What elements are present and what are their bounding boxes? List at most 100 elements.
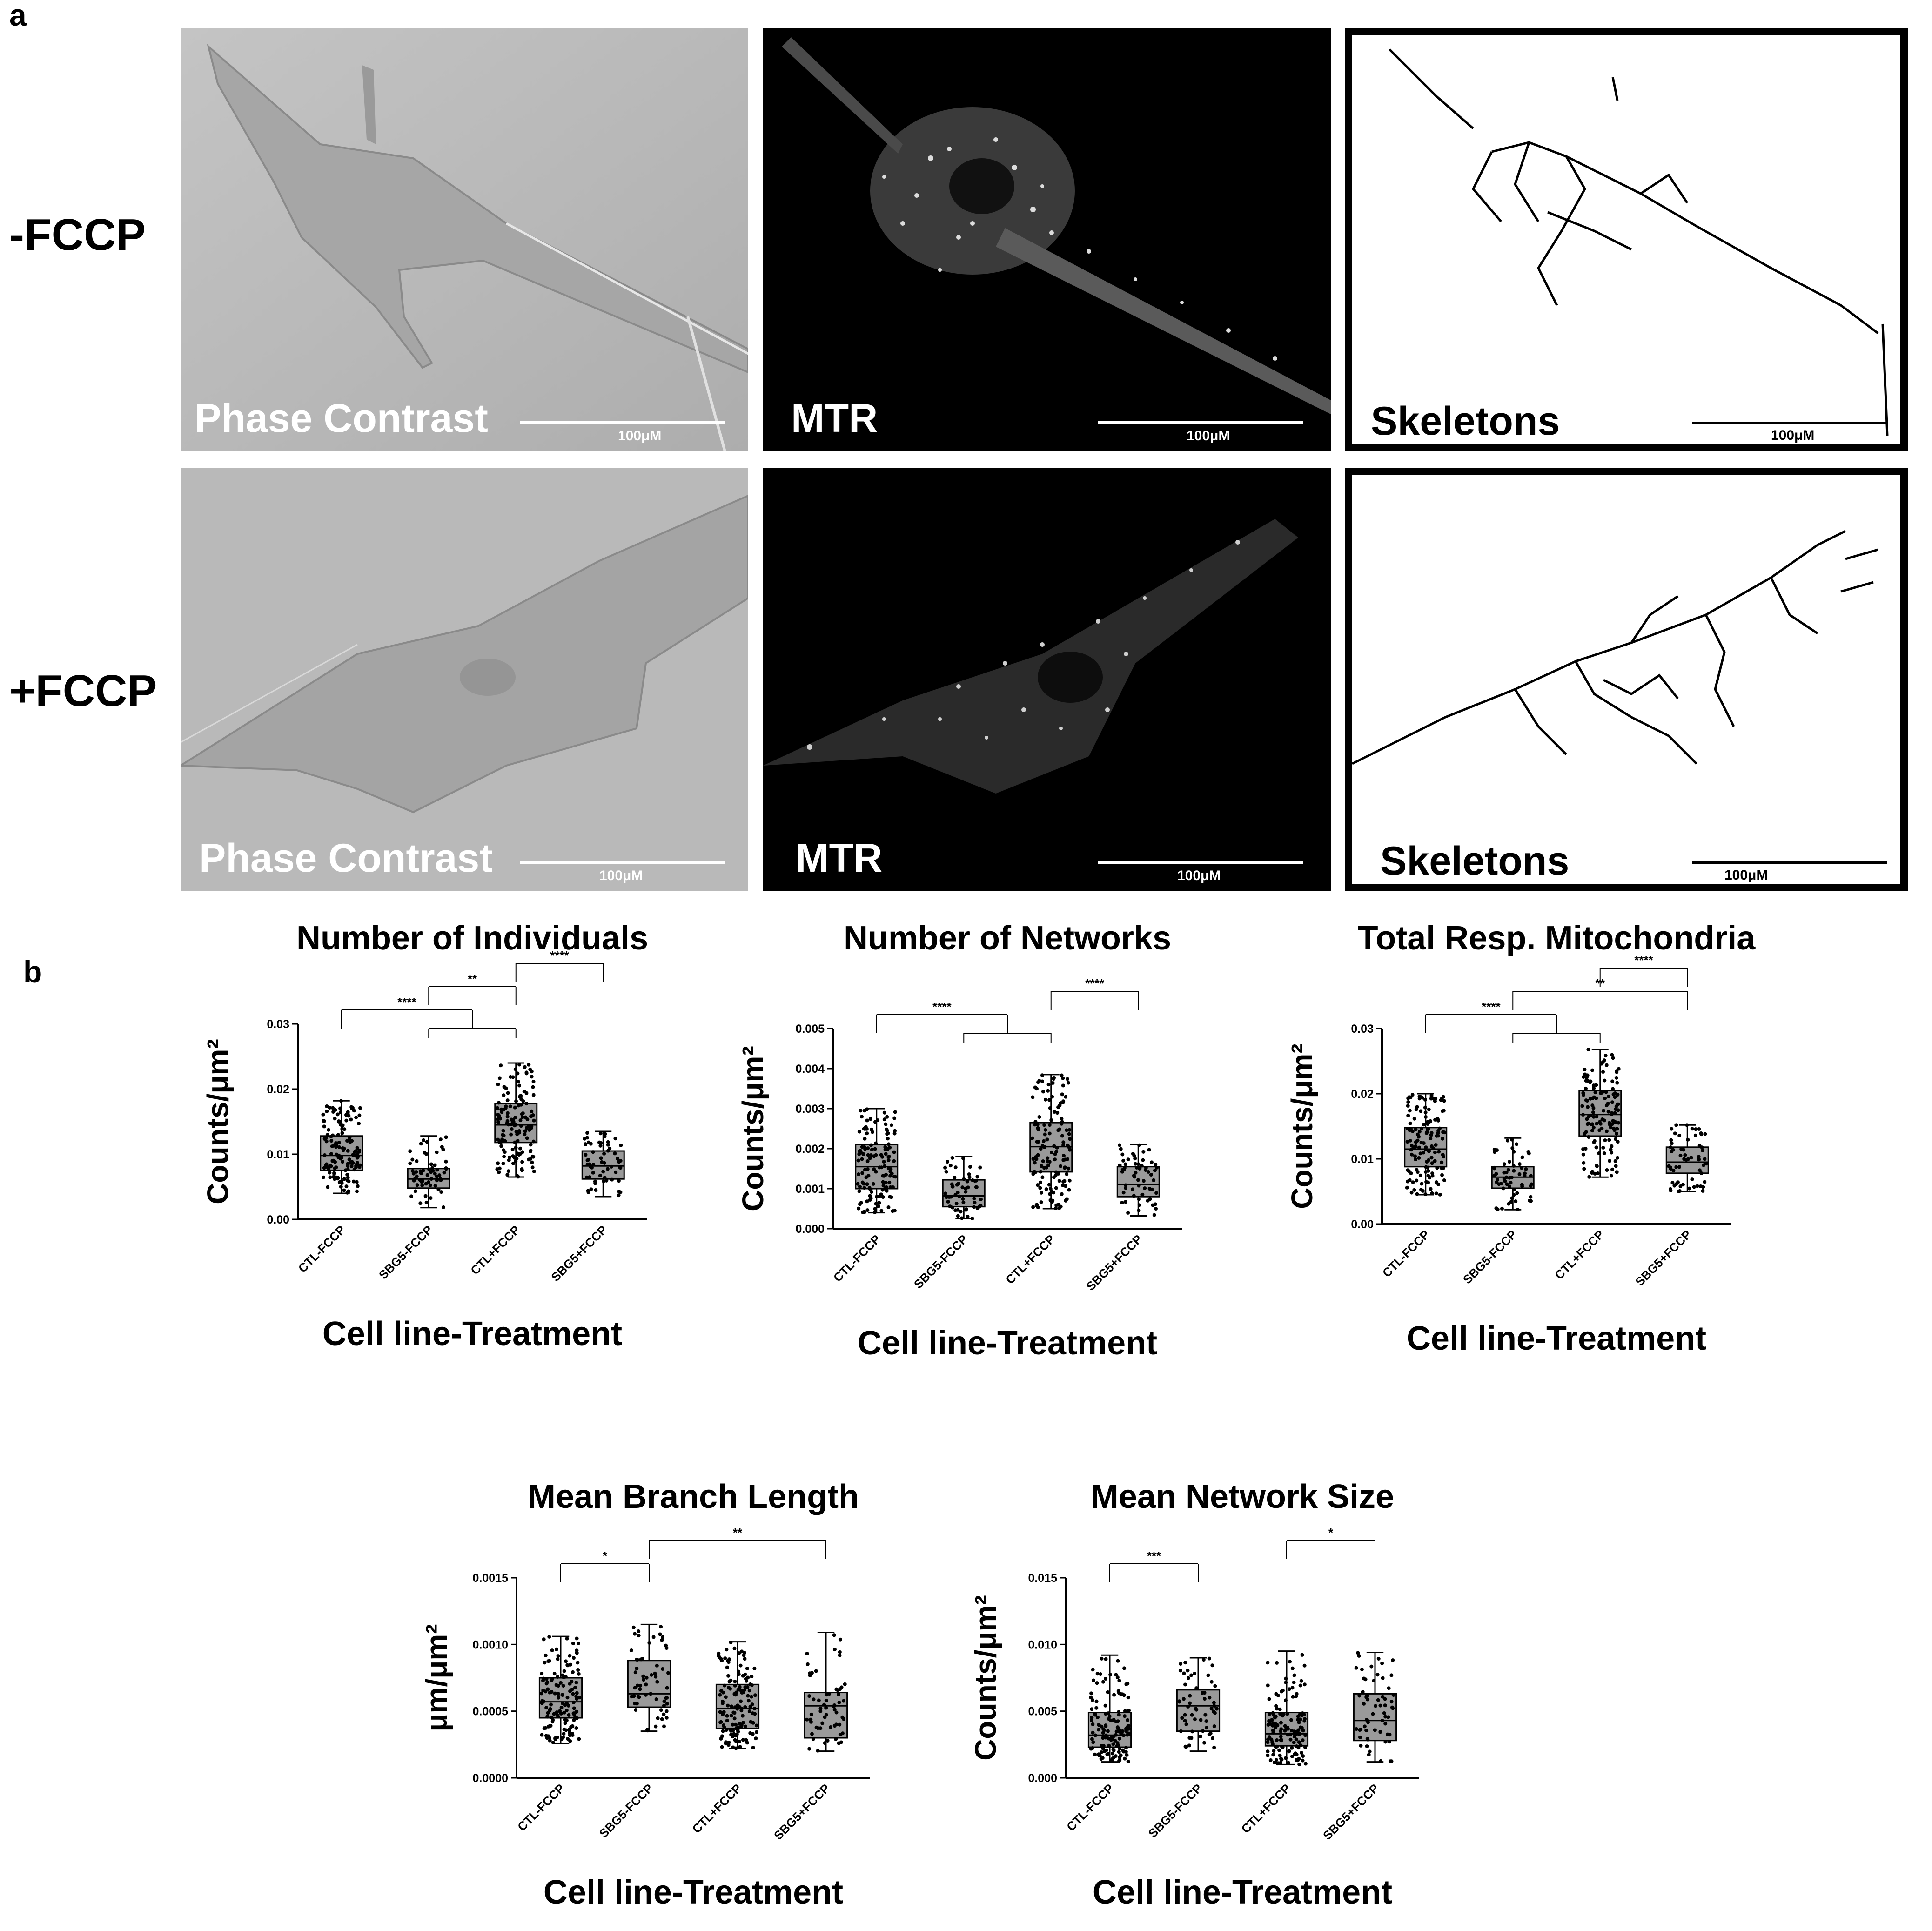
data-point — [618, 1165, 622, 1170]
data-point — [1583, 1072, 1587, 1077]
data-point — [971, 1178, 975, 1182]
data-point — [825, 1738, 830, 1743]
data-point — [1426, 1122, 1430, 1126]
data-point — [1198, 1734, 1202, 1738]
data-point — [338, 1120, 342, 1124]
data-point — [959, 1210, 963, 1214]
data-point — [1093, 1713, 1097, 1717]
data-point — [664, 1696, 668, 1700]
data-point — [967, 1172, 971, 1177]
data-point — [554, 1647, 558, 1651]
data-point — [501, 1161, 505, 1165]
data-point — [345, 1139, 349, 1143]
data-point — [1499, 1182, 1503, 1186]
data-point — [1065, 1077, 1069, 1081]
row-label-minus-fccp: -FCCP — [9, 210, 146, 260]
data-point — [1610, 1144, 1614, 1148]
data-point — [530, 1070, 534, 1074]
x-tick-label: SBG5+FCCP — [771, 1781, 832, 1843]
data-point — [736, 1703, 740, 1708]
data-point — [1126, 1682, 1130, 1686]
data-point — [822, 1702, 826, 1707]
data-point — [649, 1692, 653, 1696]
data-point — [1058, 1127, 1062, 1131]
mtr-fluorescence-cell — [782, 37, 1331, 414]
data-point — [1283, 1698, 1288, 1702]
data-point — [660, 1638, 664, 1642]
data-point — [810, 1732, 814, 1736]
data-point — [522, 1090, 526, 1094]
data-point — [1060, 1073, 1064, 1077]
y-tick-label: 0.03 — [267, 1018, 289, 1031]
data-point — [1441, 1152, 1445, 1157]
data-point — [736, 1728, 740, 1732]
chart-title: Total Resp. Mitochondria — [1358, 920, 1756, 957]
x-tick-label: SBG5+FCCP — [548, 1223, 610, 1284]
data-point — [1435, 1134, 1439, 1138]
data-point — [1065, 1172, 1069, 1176]
phase-contrast-cell-shape — [181, 468, 748, 891]
data-point — [634, 1708, 638, 1712]
data-point — [824, 1698, 828, 1702]
data-point — [865, 1118, 869, 1123]
data-point — [834, 1737, 838, 1741]
data-point — [1423, 1192, 1428, 1196]
data-point — [641, 1674, 645, 1678]
data-point — [350, 1106, 354, 1110]
data-point — [1137, 1184, 1141, 1188]
data-point — [1095, 1672, 1100, 1676]
data-point — [507, 1155, 511, 1159]
data-point — [1510, 1146, 1515, 1150]
data-point — [1297, 1740, 1301, 1744]
data-point — [1048, 1192, 1052, 1196]
data-point — [1375, 1673, 1380, 1677]
data-point — [1124, 1186, 1128, 1190]
data-point — [874, 1170, 878, 1174]
data-point — [1212, 1704, 1216, 1708]
data-point — [1271, 1753, 1275, 1757]
data-point — [548, 1738, 552, 1743]
x-tick-label: CTL-FCCP — [295, 1223, 348, 1275]
data-point — [356, 1155, 360, 1159]
y-tick-label: 0.02 — [1351, 1088, 1374, 1101]
data-point — [1418, 1095, 1422, 1099]
data-point — [1436, 1118, 1441, 1123]
data-point — [655, 1663, 659, 1668]
data-point — [1055, 1145, 1059, 1150]
data-point — [1090, 1716, 1094, 1720]
data-point — [811, 1737, 815, 1741]
data-point — [946, 1160, 950, 1164]
data-point — [517, 1063, 522, 1067]
data-point — [1364, 1718, 1368, 1722]
data-point — [865, 1208, 870, 1212]
data-point — [1684, 1157, 1689, 1162]
data-point — [331, 1175, 335, 1179]
data-point — [1180, 1716, 1184, 1720]
data-point — [1286, 1727, 1290, 1731]
data-point — [1103, 1712, 1107, 1716]
data-point — [1296, 1758, 1300, 1763]
data-point — [548, 1659, 552, 1663]
data-point — [1146, 1170, 1150, 1174]
data-point — [1106, 1711, 1110, 1716]
data-point — [337, 1180, 342, 1184]
data-point — [1616, 1156, 1620, 1160]
data-point — [1042, 1166, 1046, 1170]
data-point — [560, 1693, 564, 1697]
data-point — [1702, 1163, 1706, 1167]
data-point — [1184, 1722, 1188, 1726]
data-point — [1422, 1123, 1426, 1127]
data-point — [1428, 1176, 1432, 1180]
data-point — [1429, 1144, 1434, 1148]
data-point — [1602, 1151, 1606, 1155]
data-point — [1068, 1137, 1072, 1141]
data-point — [523, 1129, 527, 1133]
data-point — [1437, 1150, 1441, 1154]
data-point — [1292, 1740, 1296, 1744]
data-point — [1406, 1097, 1410, 1101]
box-CTL-FCCP — [320, 1099, 363, 1195]
data-point — [1301, 1738, 1305, 1743]
data-point — [1125, 1753, 1129, 1757]
data-point — [1178, 1669, 1182, 1673]
data-point — [553, 1691, 557, 1696]
